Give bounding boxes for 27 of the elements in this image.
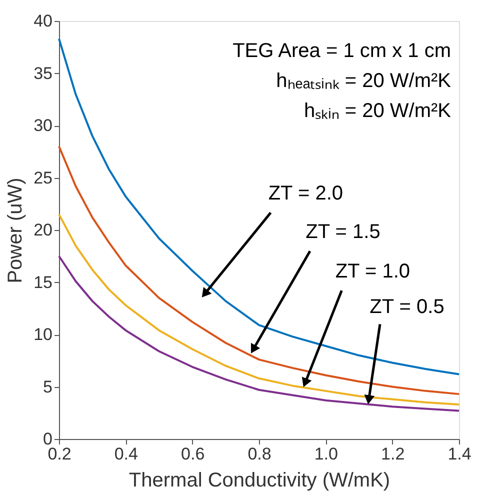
y-tick-label: 20 (34, 220, 52, 240)
y-tick-label: 35 (34, 64, 52, 83)
y-axis-title: Power (uW) (4, 178, 27, 284)
x-axis-title: Thermal Conductivity (W/mK) (128, 470, 390, 492)
x-tick-label: 0.8 (248, 444, 272, 464)
x-tick-label: 0.6 (181, 444, 205, 464)
annotation: ZT = 2.0 (268, 182, 344, 205)
x-tick-label: 1.0 (314, 444, 338, 464)
annotation: hₛₖᵢₙ = 20 W/m²K (304, 100, 452, 122)
x-tick-label: 1.2 (381, 444, 405, 464)
annotation: ZT = 1.5 (306, 221, 380, 244)
line-series (58, 255, 460, 412)
annotation: ZT = 1.0 (335, 260, 410, 283)
line-series (58, 145, 460, 396)
annotation: TEG Area = 1 cm x 1 cm (232, 40, 451, 62)
annotation: ZT = 0.5 (370, 296, 444, 318)
y-tick-label: 5 (43, 377, 52, 396)
y-tick-label: 30 (34, 116, 52, 135)
y-tick-label: 40 (34, 12, 52, 30)
annotation: hₕₑₐₜₛᵢₙₖ = 20 W/m²K (276, 70, 452, 92)
x-tick-label: 0.4 (114, 444, 138, 464)
y-tick-label: 25 (34, 168, 52, 188)
line-series (58, 38, 460, 376)
x-tick-label: 1.4 (448, 444, 472, 464)
y-tick-label: 10 (34, 325, 52, 344)
line-series (58, 213, 460, 406)
y-tick-label: 15 (34, 272, 52, 292)
